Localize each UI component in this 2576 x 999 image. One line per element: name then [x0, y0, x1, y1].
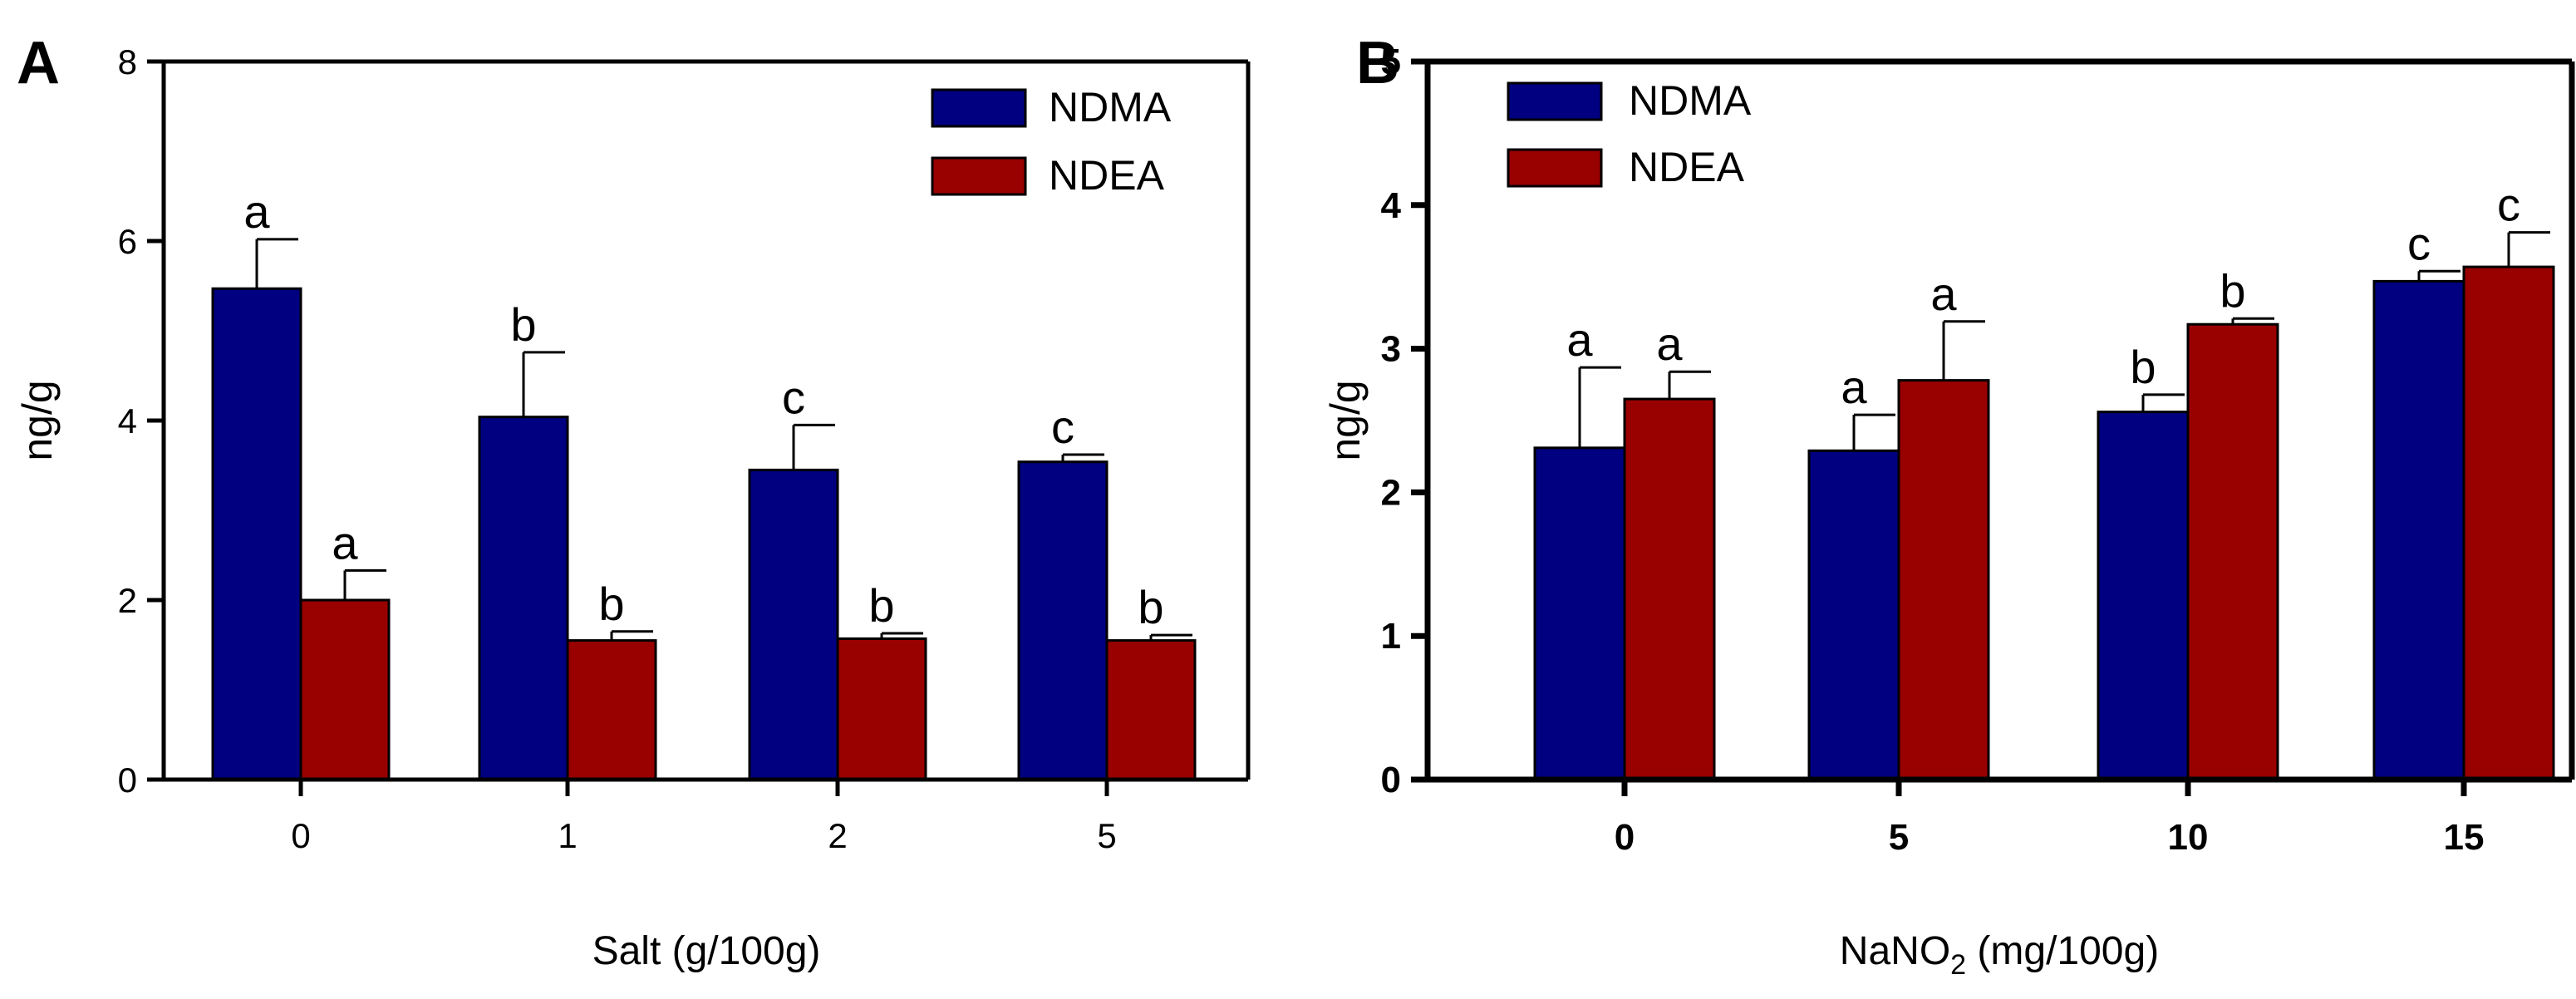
y-tick-label-3: 3: [1381, 329, 1401, 370]
significance-label-ndea-2: b: [868, 579, 894, 632]
bar-ndea-1: [566, 639, 657, 781]
x-tick-label-0: 0: [1615, 817, 1635, 858]
significance-label-ndea-5: b: [1138, 581, 1163, 633]
significance-label-ndma-15: c: [2407, 217, 2431, 269]
y-tick-label-4: 4: [1381, 185, 1402, 226]
bar-ndea-2: [836, 637, 927, 781]
significance-label-ndea-0: a: [1656, 317, 1683, 370]
legend-swatch-ndea: [1507, 148, 1603, 188]
significance-label-ndea-5: a: [1930, 268, 1957, 320]
legend-swatch-ndma: [931, 88, 1027, 128]
significance-label-ndma-2: c: [782, 371, 805, 423]
x-axis-title-main: NaNO: [1840, 929, 1950, 973]
legend-label-ndea: NDEA: [1629, 144, 1745, 190]
chart-panel-a: a b c c a b b b 0 2 4 6 8 0 1 2 5 ng/g Salt (g/100g) A NDMA N…: [14, 30, 1251, 973]
y-axis-title: ng/g: [1322, 380, 1369, 460]
panel-letter-a: A: [17, 30, 60, 96]
x-axis-title-unit: (mg/100g): [1966, 929, 2159, 973]
bar-ndea-5: [1105, 639, 1197, 781]
x-tick-label-10: 10: [2168, 817, 2209, 858]
y-tick-label-0: 0: [1381, 760, 1401, 800]
panel-letter-b: B: [1356, 30, 1399, 96]
y-tick-label-2: 2: [118, 581, 137, 620]
x-tick-label-2: 2: [828, 816, 847, 855]
x-tick-label-15: 15: [2444, 817, 2485, 858]
legend-label-ndma: NDMA: [1049, 84, 1172, 130]
significance-label-ndma-0: a: [243, 185, 270, 238]
legend-label-ndma: NDMA: [1629, 77, 1752, 124]
x-axis-title: Salt (g/100g): [592, 929, 821, 973]
y-tick-label-8: 8: [118, 42, 137, 81]
bar-ndma-0: [1533, 446, 1626, 781]
bar-ndma-15: [2372, 279, 2465, 781]
significance-label-ndea-1: b: [598, 578, 624, 630]
legend-swatch-ndma: [1507, 81, 1603, 121]
legend-swatch-ndea: [931, 156, 1027, 196]
bar-ndma-5: [1807, 449, 1900, 781]
bar-ndea-0: [1623, 397, 1716, 781]
bar-ndma-2: [748, 468, 839, 781]
legend-label-ndea: NDEA: [1049, 152, 1165, 199]
x-tick-label-0: 0: [291, 816, 310, 855]
y-tick-label-0: 0: [118, 760, 137, 800]
x-tick-label-5: 5: [1097, 816, 1116, 855]
y-tick-label-5: 5: [1381, 42, 1401, 82]
significance-label-ndma-1: b: [510, 298, 536, 351]
bar-ndma-1: [478, 416, 569, 781]
bar-ndma-10: [2097, 411, 2190, 781]
significance-label-ndea-15: c: [2497, 179, 2520, 231]
bar-ndma-0: [211, 287, 302, 781]
x-tick-label-1: 1: [558, 816, 577, 855]
significance-label-ndea-0: a: [332, 516, 358, 568]
bar-ndea-15: [2462, 265, 2555, 781]
x-tick-label-5: 5: [1889, 817, 1909, 858]
bar-ndea-0: [299, 598, 391, 781]
y-tick-label-1: 1: [1381, 616, 1401, 657]
x-axis-title-subscript: 2: [1950, 949, 1966, 981]
bar-ndea-5: [1897, 379, 1990, 781]
significance-label-ndma-5: c: [1051, 401, 1074, 453]
significance-label-ndma-0: a: [1566, 313, 1593, 366]
significance-label-ndma-5: a: [1841, 361, 1867, 413]
bar-ndea-10: [2186, 322, 2279, 781]
significance-label-ndma-10: b: [2130, 341, 2156, 393]
x-axis-title: NaNO2 (mg/100g): [1840, 929, 2159, 981]
y-tick-label-4: 4: [118, 401, 137, 440]
y-tick-label-6: 6: [118, 222, 137, 261]
y-axis-title: ng/g: [14, 380, 61, 460]
significance-label-ndea-10: b: [2220, 264, 2245, 317]
bar-ndma-5: [1017, 460, 1109, 781]
y-tick-label-2: 2: [1381, 472, 1401, 513]
